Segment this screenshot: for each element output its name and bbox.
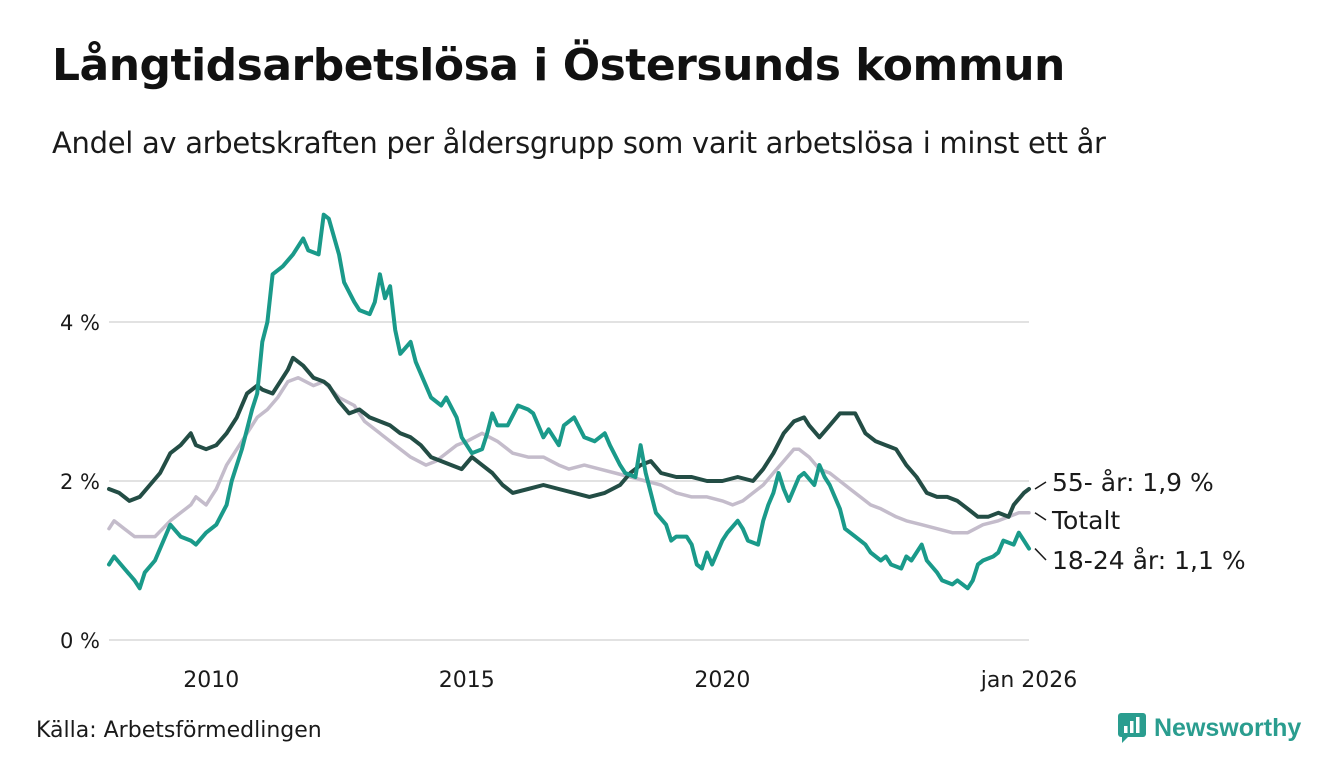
x-tick-label: 2020 — [694, 668, 750, 693]
x-axis-ticks: 2010 2015 2020 jan 2026 — [183, 668, 1077, 693]
end-label-total: Totalt — [1051, 506, 1120, 535]
end-label-youth: 18-24 år: 1,1 % — [1052, 546, 1246, 575]
newsworthy-logo-icon — [1118, 713, 1146, 743]
series-line-youth — [107, 212, 1031, 591]
y-axis-ticks: 0 % 2 % 4 % — [60, 311, 100, 653]
x-tick-label: jan 2026 — [980, 668, 1078, 693]
series-line-senior — [107, 355, 1031, 519]
chart-title: Långtidsarbetslösa i Östersunds kommun — [52, 40, 1065, 91]
end-label-connector-youth — [1034, 548, 1047, 561]
x-tick-label: 2015 — [439, 668, 495, 693]
source-note: Källa: Arbetsförmedlingen — [36, 718, 322, 743]
end-label-connector-senior — [1034, 481, 1047, 490]
chart-subtitle: Andel av arbetskraften per åldersgrupp s… — [52, 126, 1106, 160]
newsworthy-logo: Newsworthy — [1118, 713, 1301, 743]
end-label-senior: 55- år: 1,9 % — [1052, 468, 1214, 497]
end-label-connector-total — [1034, 512, 1047, 521]
series-lines — [107, 212, 1031, 591]
y-tick-label: 4 % — [60, 311, 100, 335]
x-tick-label: 2010 — [183, 668, 239, 693]
y-gridlines — [109, 321, 1029, 641]
y-tick-label: 2 % — [60, 470, 100, 494]
series-line-total — [107, 375, 1031, 539]
newsworthy-logo-text: Newsworthy — [1154, 713, 1302, 742]
y-tick-label: 0 % — [60, 629, 100, 653]
series-end-labels: Totalt 55- år: 1,9 % 18-24 år: 1,1 % — [1034, 468, 1246, 575]
